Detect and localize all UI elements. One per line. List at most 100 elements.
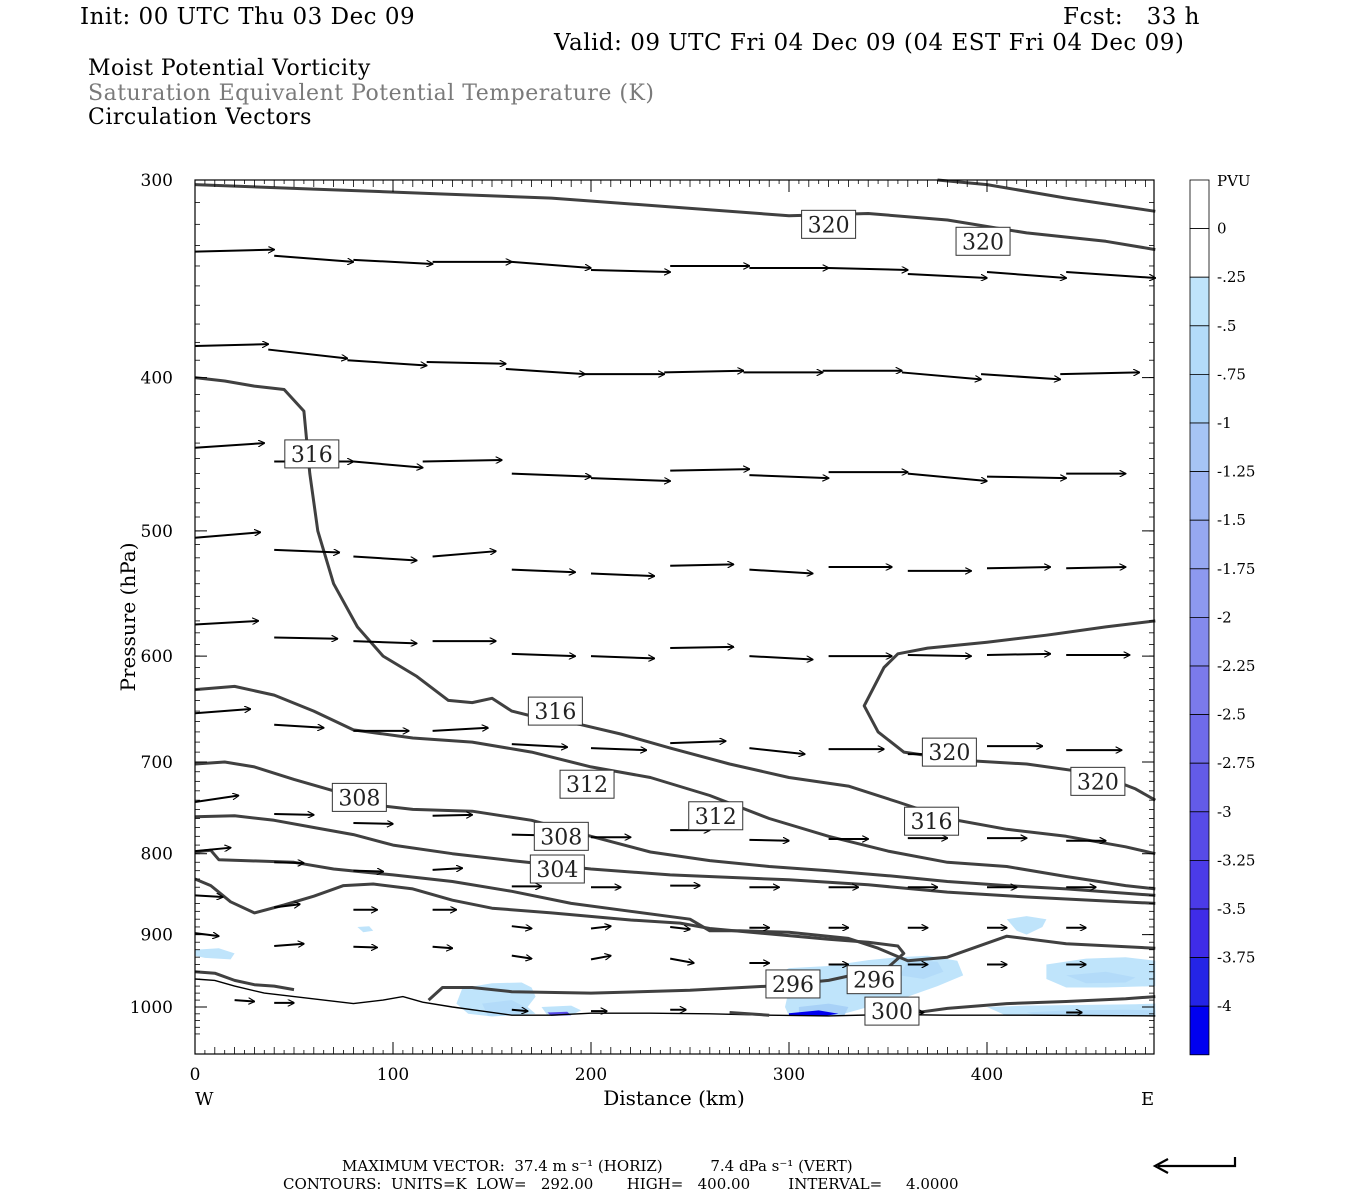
contour-label-box (801, 209, 857, 239)
x-axis-title: Distance (km) (603, 1086, 745, 1110)
x-tick-label: 0 (190, 1065, 201, 1085)
axis-ticks: 0 100 200 300 400 300 400 500 600 700 800 900 1000 (130, 171, 1154, 1085)
colorbar-swatch (1189, 811, 1210, 861)
circulation-vector (274, 550, 339, 553)
colorbar-label: -.25 (1217, 268, 1246, 286)
mpv-shaded-region (789, 1010, 839, 1016)
contour-label-box (921, 737, 977, 767)
theta-es-contour-304 (194, 814, 1156, 905)
colorbar-label: -1.25 (1217, 463, 1255, 481)
circulation-vector (901, 371, 981, 379)
circulation-vector (194, 250, 274, 252)
circulation-vector (590, 477, 670, 481)
reference-vector-icon (1158, 1157, 1237, 1168)
colorbar-label: -.5 (1217, 317, 1236, 335)
circulation-vector (194, 621, 258, 626)
x-end-label-east: E (1141, 1089, 1154, 1110)
circulation-vector (274, 723, 324, 728)
circulation-vector (749, 568, 812, 574)
circulation-vector (347, 359, 426, 365)
circulation-vector (274, 254, 353, 262)
circulation-vector (590, 926, 611, 928)
y-tick-label: 500 (141, 522, 173, 542)
colorbar-label: -3.5 (1217, 900, 1246, 918)
circulation-vector (353, 871, 383, 872)
contour-label: 296 (772, 973, 814, 998)
colorbar-swatch (1189, 908, 1210, 958)
colorbar-swatch (1189, 617, 1210, 667)
title-theta-es: Saturation Equivalent Potential Temperat… (88, 81, 655, 106)
circulation-vector (664, 371, 743, 373)
circulation-vector (194, 532, 260, 539)
init-time: Init: 00 UTC Thu 03 Dec 09 (80, 4, 416, 30)
circulation-vector (670, 647, 733, 648)
contour-label-box (559, 769, 615, 799)
circulation-vector (194, 344, 268, 346)
circulation-vector (353, 555, 416, 561)
contour-label: 308 (540, 825, 582, 850)
mpv-shaded-region (482, 1000, 528, 1016)
circulation-vector (353, 823, 393, 824)
colorbar-label: -4 (1217, 997, 1232, 1015)
contour-label: 320 (808, 213, 850, 238)
max-vector-note: MAXIMUM VECTOR: 37.4 m s⁻¹ (HORIZ) 7.4 d… (342, 1157, 853, 1175)
theta-es-contour-300 (194, 848, 1156, 963)
contour-labels: 320 320 316 316 320 320 312 308 312 316 308 304 296 2… (284, 209, 1126, 1026)
contour-label-box (1070, 766, 1126, 796)
circulation-vector (511, 654, 575, 656)
y-tick-label: 700 (141, 753, 173, 773)
mpv-shaded-region (1066, 971, 1136, 984)
y-tick-label: 1000 (130, 998, 173, 1018)
circulation-vector (511, 260, 591, 268)
circulation-vector (511, 1010, 528, 1011)
mpv-shaded-region (195, 948, 235, 960)
colorbar-swatch (1189, 228, 1210, 278)
circulation-vector (749, 474, 828, 478)
colorbar-label: -.75 (1217, 365, 1246, 383)
contour-label: 304 (536, 858, 578, 883)
circulation-vector (194, 796, 239, 804)
contour-label-box (529, 854, 585, 884)
colorbar-label: -2 (1217, 608, 1232, 626)
colorbar-label: -3.25 (1217, 851, 1255, 869)
circulation-vector (986, 477, 1066, 478)
circulation-vector (274, 638, 337, 639)
circulation-vector (268, 348, 347, 359)
contour-label: 320 (928, 741, 970, 766)
contour-label: 312 (695, 805, 737, 830)
circulation-vector (274, 904, 300, 907)
circulation-vector (432, 551, 496, 558)
circulation-vector (511, 956, 532, 959)
colorbar-swatch (1189, 568, 1210, 618)
circulation-vector (749, 655, 812, 659)
colorbar-label: 0 (1217, 220, 1227, 238)
colorbar-label: -2.5 (1217, 706, 1246, 724)
circulation-vector (274, 862, 304, 863)
y-tick-label: 900 (141, 926, 173, 946)
valid-time: Valid: 09 UTC Fri 04 Dec 09 (04 EST Fri … (554, 30, 1185, 56)
y-tick-label: 400 (141, 369, 173, 389)
circulation-vector (353, 641, 416, 643)
circulation-vector (511, 472, 591, 477)
pv-colorbar: PVU 0 -.25 -.5 -.75 -1 -1.25 -1.5 -1.75 -2 -2.25 -2… (1189, 172, 1255, 1056)
colorbar-label: -1.75 (1217, 560, 1255, 578)
circulation-vector (511, 570, 575, 573)
colorbar-swatch (1189, 422, 1210, 472)
x-tick-label: 400 (971, 1065, 1003, 1085)
contour-label-box (864, 996, 920, 1026)
terrain-line (194, 978, 1156, 1017)
max-vector-arrow (1152, 1157, 1237, 1174)
circulation-vector (432, 947, 453, 948)
contour-label: 316 (911, 810, 953, 835)
circulation-vector (670, 564, 733, 565)
colorbar-label: -2.75 (1217, 754, 1255, 772)
colorbar-label: -3.75 (1217, 949, 1255, 967)
contour-label: 300 (871, 1000, 913, 1025)
colorbar-label: -3 (1217, 803, 1232, 821)
contour-label-box (331, 782, 387, 812)
theta-es-contour-320 (937, 178, 1156, 213)
y-tick-label: 800 (141, 845, 173, 865)
title-vectors: Circulation Vectors (88, 105, 312, 130)
theta-es-contour-296 (194, 877, 906, 1002)
circulation-vector (907, 472, 987, 481)
